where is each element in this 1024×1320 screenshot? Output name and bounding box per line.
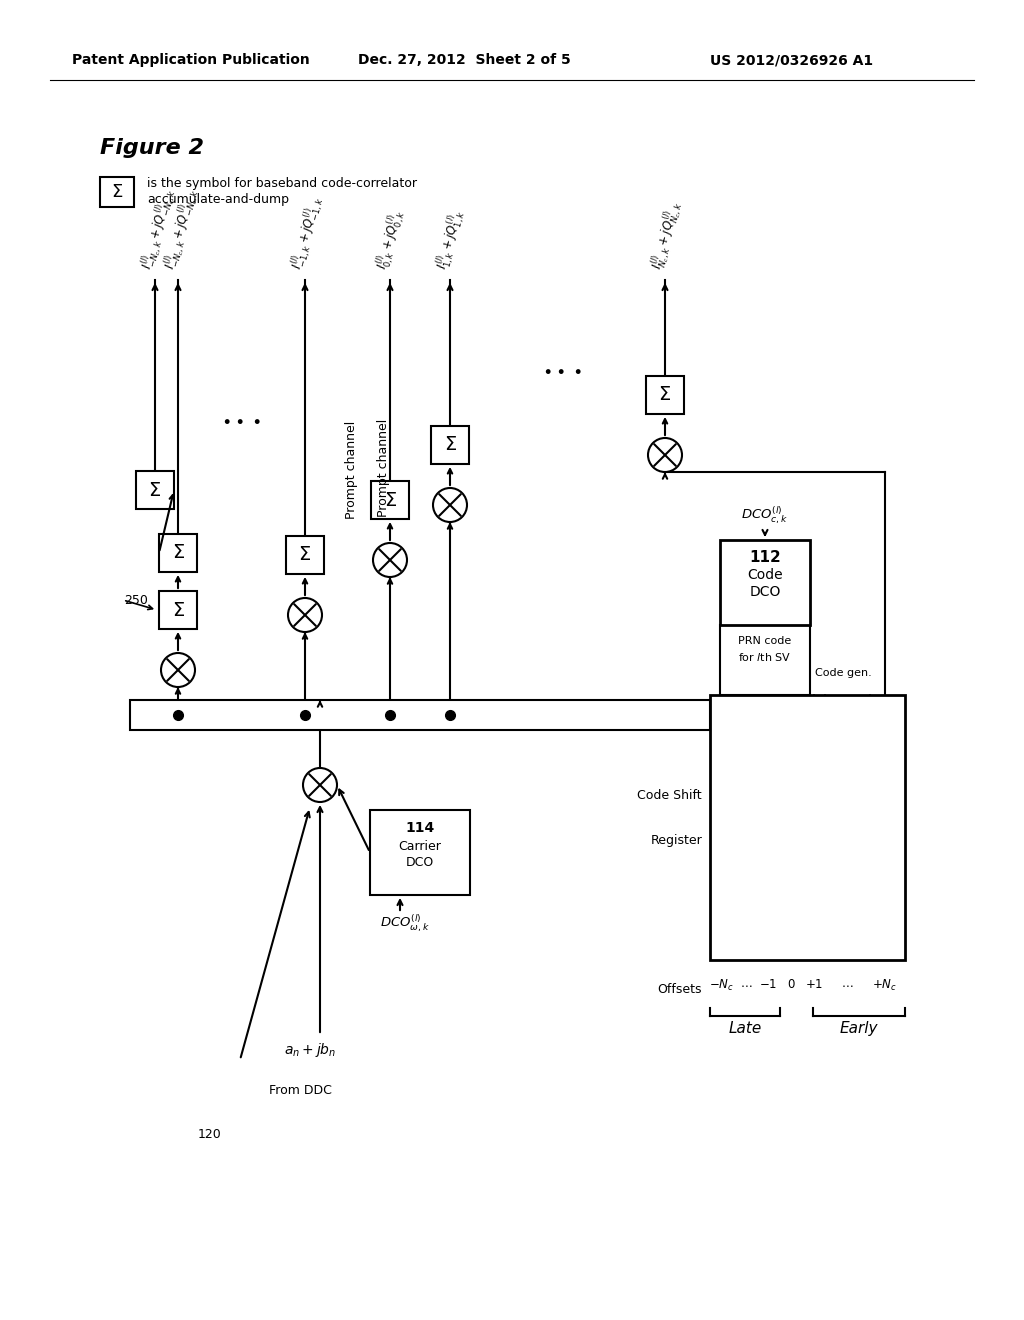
Text: $+N_c$: $+N_c$ <box>872 978 897 993</box>
Text: $\Sigma$: $\Sigma$ <box>171 544 184 562</box>
Text: 112: 112 <box>750 549 781 565</box>
Text: $I^{(l)}_{0,k} + jQ^{(l)}_{0,k}$: $I^{(l)}_{0,k} + jQ^{(l)}_{0,k}$ <box>373 207 409 272</box>
Text: DCO: DCO <box>406 855 434 869</box>
Text: $-N_c$: $-N_c$ <box>710 978 734 993</box>
Circle shape <box>288 598 322 632</box>
Text: $0$: $0$ <box>786 978 796 991</box>
Text: $DCO^{(l)}_{\omega,k}$: $DCO^{(l)}_{\omega,k}$ <box>380 912 430 933</box>
Text: $\Sigma$: $\Sigma$ <box>443 436 457 454</box>
Text: $\Sigma$: $\Sigma$ <box>171 601 184 619</box>
Text: $\bullet\bullet\bullet$: $\bullet\bullet\bullet$ <box>543 360 583 379</box>
Text: Carrier: Carrier <box>398 840 441 853</box>
Text: $I^{(l)}_{-N_c,k} + jQ^{(l)}_{-N_c,k}$: $I^{(l)}_{-N_c,k} + jQ^{(l)}_{-N_c,k}$ <box>137 185 180 272</box>
Text: Figure 2: Figure 2 <box>100 139 204 158</box>
Text: $\cdots$: $\cdots$ <box>739 978 753 991</box>
Bar <box>159 591 197 630</box>
Text: accumulate-and-dump: accumulate-and-dump <box>147 194 289 206</box>
Text: Patent Application Publication: Patent Application Publication <box>72 53 309 67</box>
Circle shape <box>648 438 682 473</box>
Bar <box>646 376 684 414</box>
Text: 250: 250 <box>124 594 148 606</box>
Text: Register: Register <box>650 834 702 847</box>
Text: $I^{(l)}_{N_c,k} + jQ^{(l)}_{N_c,k}$: $I^{(l)}_{N_c,k} + jQ^{(l)}_{N_c,k}$ <box>647 199 686 272</box>
Text: $DCO^{(l)}_{c,k}$: $DCO^{(l)}_{c,k}$ <box>741 504 788 525</box>
Text: $-1$: $-1$ <box>759 978 777 991</box>
Text: Offsets: Offsets <box>657 983 702 997</box>
Text: Dec. 27, 2012  Sheet 2 of 5: Dec. 27, 2012 Sheet 2 of 5 <box>358 53 570 67</box>
Text: $\cdots$: $\cdots$ <box>841 978 853 991</box>
Text: 114: 114 <box>406 821 434 836</box>
Text: Code Shift: Code Shift <box>637 789 702 803</box>
Text: Early: Early <box>840 1020 879 1036</box>
Text: Prompt channel: Prompt channel <box>377 418 390 517</box>
Text: is the symbol for baseband code-correlator: is the symbol for baseband code-correlat… <box>147 177 417 190</box>
Bar <box>100 177 134 207</box>
Text: $+1$: $+1$ <box>805 978 823 991</box>
Text: US 2012/0326926 A1: US 2012/0326926 A1 <box>710 53 873 67</box>
Text: $\Sigma$: $\Sigma$ <box>111 183 123 201</box>
Text: Code gen.: Code gen. <box>815 668 871 678</box>
Bar <box>710 696 905 960</box>
Bar <box>130 700 710 730</box>
Text: PRN code: PRN code <box>738 636 792 645</box>
Text: Prompt channel: Prompt channel <box>345 421 358 519</box>
Circle shape <box>161 653 195 686</box>
Text: 120: 120 <box>198 1129 222 1142</box>
Bar <box>370 810 470 895</box>
Text: for $l$th SV: for $l$th SV <box>738 651 792 663</box>
Circle shape <box>433 488 467 521</box>
Text: $I^{(l)}_{1,k} + jQ^{(l)}_{1,k}$: $I^{(l)}_{1,k} + jQ^{(l)}_{1,k}$ <box>432 207 469 272</box>
Bar <box>159 535 197 572</box>
Text: $\Sigma$: $\Sigma$ <box>299 545 311 565</box>
Bar <box>286 536 324 574</box>
Circle shape <box>303 768 337 803</box>
Text: Code: Code <box>748 568 782 582</box>
Text: $\Sigma$: $\Sigma$ <box>384 491 396 510</box>
Text: $a_n + jb_n$: $a_n + jb_n$ <box>284 1041 336 1059</box>
Bar <box>431 426 469 465</box>
Bar <box>371 480 409 519</box>
Text: $I^{(l)}_{-1,k} + jQ^{(l)}_{-1,k}$: $I^{(l)}_{-1,k} + jQ^{(l)}_{-1,k}$ <box>288 194 328 272</box>
Circle shape <box>373 543 407 577</box>
Bar <box>136 471 174 510</box>
Text: From DDC: From DDC <box>268 1084 332 1097</box>
Text: DCO: DCO <box>750 585 780 599</box>
Bar <box>720 540 810 624</box>
Text: $\Sigma$: $\Sigma$ <box>658 385 672 404</box>
Text: $\Sigma$: $\Sigma$ <box>148 480 162 499</box>
Text: $I^{(l)}_{-N_c,k} + jQ^{(l)}_{-N_c,k}$: $I^{(l)}_{-N_c,k} + jQ^{(l)}_{-N_c,k}$ <box>160 185 203 272</box>
Bar <box>720 624 810 696</box>
Text: $\bullet\bullet\bullet$: $\bullet\bullet\bullet$ <box>221 411 261 429</box>
Text: Late: Late <box>728 1020 762 1036</box>
